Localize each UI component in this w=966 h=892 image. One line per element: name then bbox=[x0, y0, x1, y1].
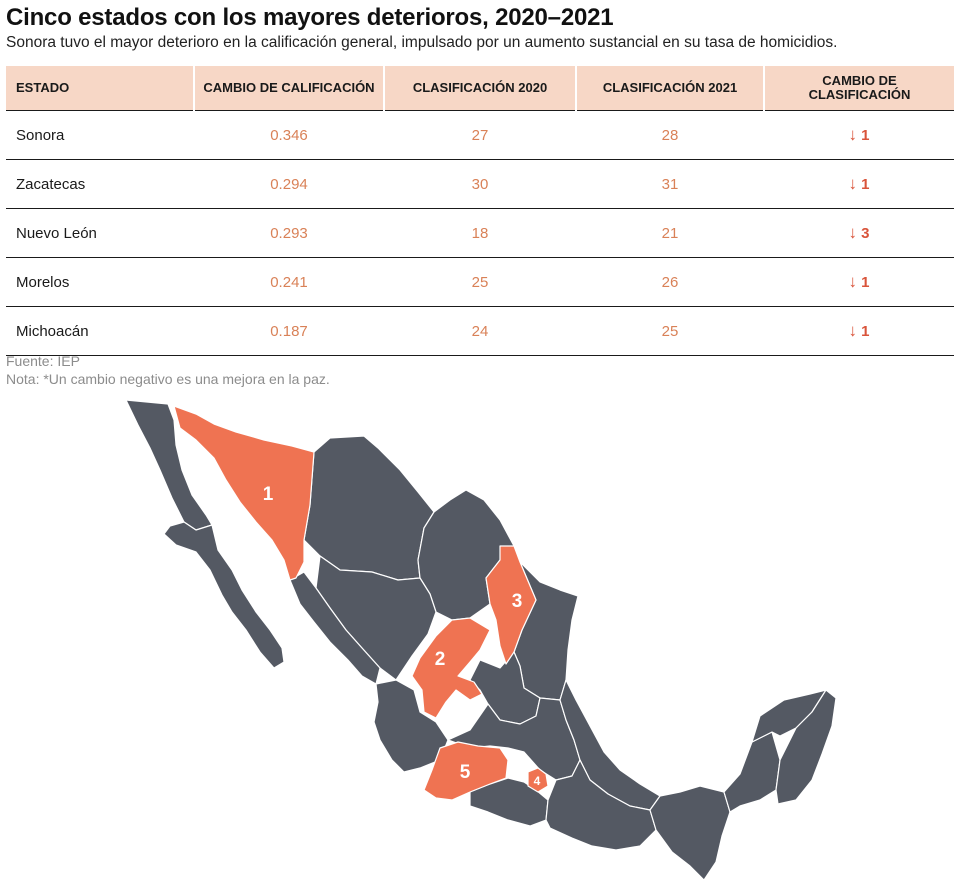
rank-change: ↓ 1 bbox=[764, 110, 954, 160]
rank-2021: 28 bbox=[576, 110, 764, 160]
rank-change: ↓ 1 bbox=[764, 257, 954, 307]
header-estado: ESTADO bbox=[6, 66, 194, 111]
rank-change-value: 1 bbox=[861, 323, 870, 340]
rank-change-value: 1 bbox=[861, 176, 870, 193]
state-michoacan-highlight bbox=[423, 741, 509, 801]
map-label-5: 5 bbox=[460, 762, 471, 783]
state-quintana-roo bbox=[775, 689, 837, 805]
state-chiapas bbox=[649, 785, 731, 881]
rank-2021: 31 bbox=[576, 159, 764, 209]
state-name: Zacatecas bbox=[6, 159, 194, 209]
rank-change: ↓ 1 bbox=[764, 306, 954, 356]
table-row: Michoacán 0.187 24 25 ↓ 1 bbox=[6, 306, 954, 356]
map-label-1: 1 bbox=[263, 484, 274, 505]
peace-note: Nota: *Un cambio negativo es una mejora … bbox=[6, 371, 330, 387]
map-label-2: 2 bbox=[435, 649, 446, 670]
arrow-down-icon: ↓ bbox=[848, 223, 857, 242]
rank-change-value: 1 bbox=[861, 127, 870, 144]
arrow-down-icon: ↓ bbox=[848, 125, 857, 144]
map-label-3: 3 bbox=[512, 591, 523, 612]
rank-change: ↓ 3 bbox=[764, 208, 954, 258]
state-name: Michoacán bbox=[6, 306, 194, 356]
rank-2020: 27 bbox=[384, 110, 576, 160]
rankings-table: ESTADO CAMBIO DE CALIFICACIÓN CLASIFICAC… bbox=[6, 66, 954, 356]
header-clasificacion-2021: CLASIFICACIÓN 2021 bbox=[575, 66, 764, 111]
table-row: Zacatecas 0.294 30 31 ↓ 1 bbox=[6, 159, 954, 209]
state-name: Nuevo León bbox=[6, 208, 194, 258]
score-change: 0.293 bbox=[194, 208, 384, 258]
state-morelos-highlight bbox=[527, 767, 549, 793]
arrow-down-icon: ↓ bbox=[848, 272, 857, 291]
score-change: 0.241 bbox=[194, 257, 384, 307]
page-title: Cinco estados con los mayores deterioros… bbox=[6, 4, 614, 31]
map-label-4: 4 bbox=[534, 774, 541, 788]
state-name: Morelos bbox=[6, 257, 194, 307]
footnotes: Fuente: IEP Nota: *Un cambio negativo es… bbox=[6, 352, 330, 388]
state-sinaloa bbox=[289, 571, 381, 685]
state-zacatecas-highlight bbox=[411, 617, 491, 719]
rank-2021: 25 bbox=[576, 306, 764, 356]
state-campeche bbox=[723, 731, 781, 813]
rank-2020: 18 bbox=[384, 208, 576, 258]
header-clasificacion-2020: CLASIFICACIÓN 2020 bbox=[383, 66, 576, 111]
source-note: Fuente: IEP bbox=[6, 353, 80, 369]
page-subtitle: Sonora tuvo el mayor deterioro en la cal… bbox=[6, 34, 838, 51]
rank-2020: 30 bbox=[384, 159, 576, 209]
arrow-down-icon: ↓ bbox=[848, 321, 857, 340]
rank-change-value: 1 bbox=[861, 274, 870, 291]
state-sonora-highlight bbox=[173, 405, 315, 581]
score-change: 0.187 bbox=[194, 306, 384, 356]
table-row: Nuevo León 0.293 18 21 ↓ 3 bbox=[6, 208, 954, 258]
table-row: Sonora 0.346 27 28 ↓ 1 bbox=[6, 110, 954, 160]
mexico-map: 1 2 3 4 5 bbox=[125, 399, 837, 881]
rank-change-value: 3 bbox=[861, 225, 870, 242]
rank-change: ↓ 1 bbox=[764, 159, 954, 209]
header-cambio-clasificacion: CAMBIO DE CLASIFICACIÓN bbox=[763, 66, 954, 111]
state-jalisco-region bbox=[373, 679, 449, 773]
table-row: Morelos 0.241 25 26 ↓ 1 bbox=[6, 257, 954, 307]
rank-2021: 26 bbox=[576, 257, 764, 307]
rank-2021: 21 bbox=[576, 208, 764, 258]
state-name: Sonora bbox=[6, 110, 194, 160]
header-cambio-calificacion: CAMBIO DE CALIFICACIÓN bbox=[193, 66, 384, 111]
rank-2020: 25 bbox=[384, 257, 576, 307]
table-header-row: ESTADO CAMBIO DE CALIFICACIÓN CLASIFICAC… bbox=[6, 66, 954, 111]
arrow-down-icon: ↓ bbox=[848, 174, 857, 193]
rank-2020: 24 bbox=[384, 306, 576, 356]
state-baja-california-sur bbox=[163, 521, 285, 669]
score-change: 0.346 bbox=[194, 110, 384, 160]
score-change: 0.294 bbox=[194, 159, 384, 209]
state-nuevo-leon-highlight bbox=[485, 545, 537, 665]
